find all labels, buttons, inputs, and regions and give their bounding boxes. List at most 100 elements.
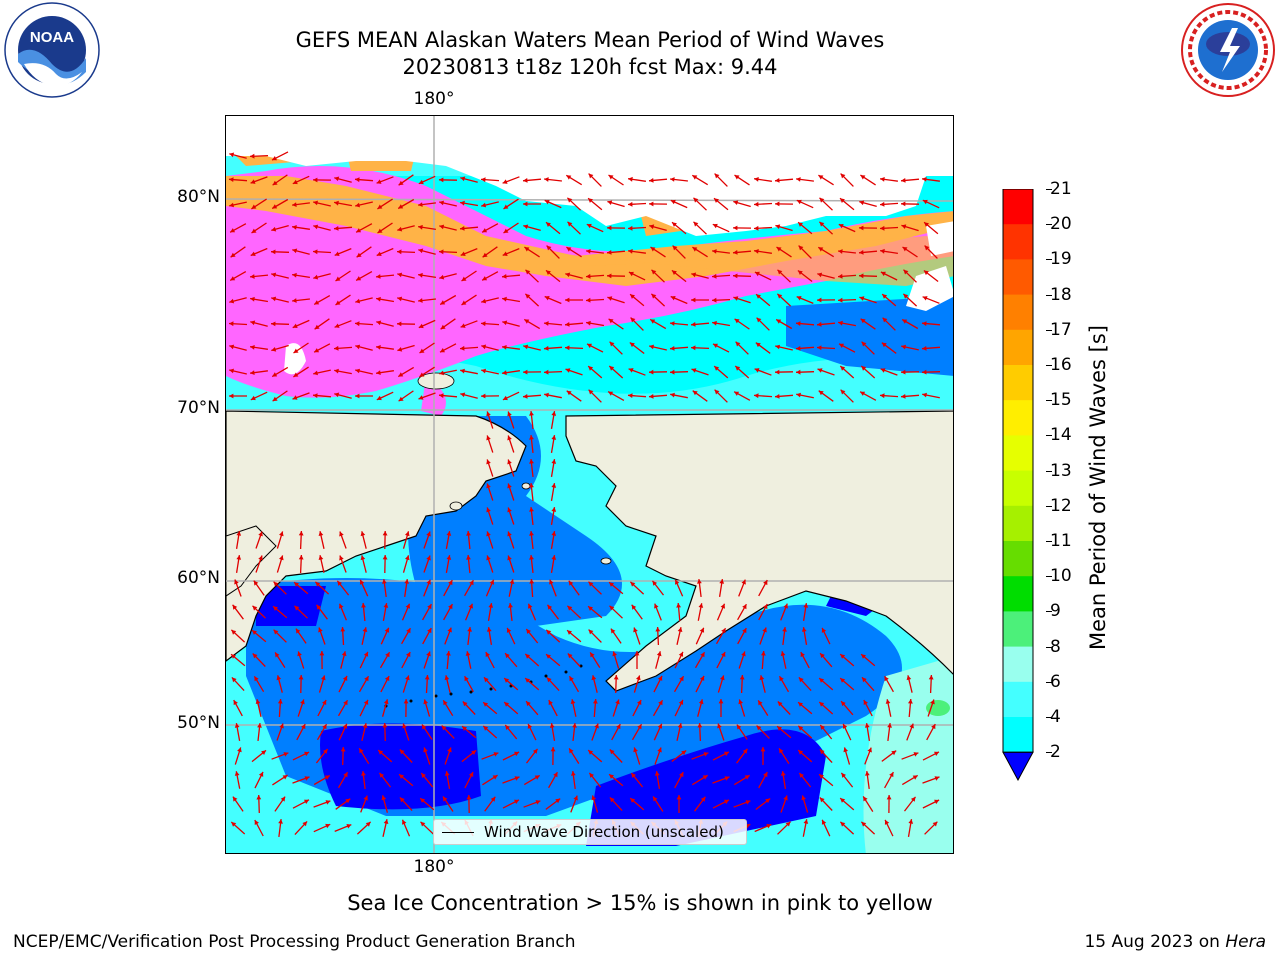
wind-wave-arrowhead: [910, 796, 916, 802]
wind-wave-arrowhead: [762, 627, 767, 633]
colorbar: [1002, 188, 1034, 782]
wind-wave-arrowhead: [525, 293, 531, 299]
colorbar-tick-mark: [1046, 294, 1052, 296]
wind-wave-arrowhead: [819, 197, 825, 203]
map-legend: Wind Wave Direction (unscaled): [433, 819, 747, 845]
wind-wave-arrowhead: [298, 675, 304, 680]
wind-wave-arrowhead: [697, 579, 702, 584]
wind-wave-arrowhead: [733, 225, 738, 231]
wind-wave-arrowhead: [271, 347, 277, 352]
wind-wave-arrowhead: [782, 627, 787, 632]
wind-wave-arrowhead: [676, 603, 681, 608]
wind-wave-arrowhead: [901, 369, 906, 375]
wind-wave-arrowhead: [882, 317, 888, 323]
wind-wave-arrowhead: [231, 677, 237, 683]
wind-wave-arrowhead: [649, 224, 655, 230]
wind-wave-arrowhead: [376, 296, 381, 302]
wind-wave-arrowhead: [420, 798, 425, 803]
wind-wave-arrowhead: [295, 628, 301, 634]
wind-wave-arrowhead: [717, 723, 722, 729]
wind-wave-arrowhead: [863, 700, 868, 705]
wind-wave-arrowhead: [801, 627, 807, 632]
wind-wave-arrowhead: [571, 771, 576, 776]
wind-wave-arrowhead: [651, 293, 657, 299]
wind-wave-arrowhead: [734, 391, 740, 396]
wind-wave-arrowhead: [502, 179, 508, 184]
wind-wave-arrowhead: [882, 294, 888, 299]
wind-wave-arrowhead: [377, 228, 383, 233]
wind-wave-arrowhead: [383, 819, 389, 824]
wind-wave-arrowhead: [229, 298, 235, 304]
colorbar-tick-mark: [1046, 329, 1052, 331]
wind-wave-arrowhead: [441, 725, 447, 731]
wind-wave-arrowhead: [691, 345, 696, 351]
wind-wave-arrowhead: [250, 274, 255, 279]
wind-wave-arrowhead: [776, 319, 782, 324]
wind-wave-arrowhead: [547, 604, 553, 610]
wind-wave-arrowhead: [840, 654, 846, 659]
wind-wave-arrowhead: [777, 293, 783, 299]
wind-wave-arrowhead: [901, 344, 906, 350]
wind-wave-arrowhead: [654, 771, 660, 776]
wind-wave-arrowhead: [439, 249, 444, 255]
wind-wave-arrowhead: [399, 749, 405, 755]
wind-wave-arrowhead: [714, 389, 720, 395]
wind-wave-arrowhead: [819, 749, 825, 755]
wind-wave-arrowhead: [250, 296, 255, 302]
wind-wave-arrowhead: [591, 675, 597, 681]
wind-wave-arrowhead: [484, 677, 489, 683]
wind-wave-arrowhead: [507, 531, 512, 537]
wind-wave-arrowhead: [334, 226, 339, 231]
wind-wave-arrowhead: [313, 370, 318, 376]
wind-wave-arrowhead: [397, 249, 402, 255]
wind-wave-arrowhead: [382, 723, 388, 728]
wind-wave-arrowhead: [546, 677, 552, 683]
footer-host: Hera: [1225, 932, 1266, 952]
wind-wave-arrowhead: [679, 676, 684, 682]
wind-wave-arrowhead: [649, 201, 654, 207]
wind-wave-arrowhead: [419, 348, 425, 353]
wind-wave-arrowhead: [508, 603, 513, 608]
wind-wave-arrowhead: [819, 774, 824, 779]
wind-wave-arrowhead: [271, 226, 277, 232]
wind-wave-arrowhead: [779, 676, 784, 682]
wind-wave-arrowhead: [693, 221, 699, 227]
wind-wave-arrowhead: [712, 297, 717, 303]
lat-label-80n: 80°N: [177, 187, 220, 207]
wind-wave-arrowhead: [670, 177, 675, 182]
wind-wave-arrowhead: [880, 271, 886, 277]
wind-wave-arrowhead: [229, 152, 235, 158]
wind-wave-arrowhead: [502, 320, 508, 326]
wind-wave-arrowhead: [481, 202, 487, 208]
wind-wave-arrowhead: [383, 699, 389, 705]
wind-wave-arrowhead: [733, 296, 739, 301]
wind-wave-arrowhead: [523, 201, 528, 207]
wind-wave-arrowhead: [714, 198, 719, 203]
wind-wave-arrowhead: [588, 750, 594, 755]
wind-wave-arrowhead: [565, 322, 570, 327]
wind-wave-arrowhead: [514, 751, 520, 757]
wind-wave-arrowhead: [355, 298, 361, 304]
wind-wave-arrowhead: [546, 245, 552, 251]
wind-wave-arrowhead: [588, 366, 594, 371]
wind-wave-arrowhead: [514, 799, 519, 804]
wind-wave-arrowhead: [481, 368, 486, 374]
wind-wave-arrowhead: [796, 296, 802, 301]
wind-wave-arrowhead: [720, 603, 725, 609]
wind-wave-arrowhead: [507, 411, 512, 417]
wind-wave-arrowhead: [741, 651, 746, 657]
wind-wave-arrowhead: [252, 605, 258, 611]
wind-wave-arrowhead: [398, 372, 404, 377]
colorbar-tick-mark: [1046, 189, 1052, 190]
wind-wave-arrowhead: [355, 321, 360, 327]
wind-wave-arrowhead: [609, 341, 615, 347]
wind-wave-arrowhead: [402, 723, 407, 729]
wind-wave-arrowhead: [313, 200, 318, 206]
wind-wave-arrowhead: [798, 750, 804, 755]
wind-wave-arrowhead: [447, 627, 452, 633]
wind-wave-arrowhead: [819, 702, 825, 707]
wind-wave-arrowhead: [891, 750, 897, 756]
wind-wave-arrowhead: [359, 579, 365, 585]
wind-wave-arrowhead: [255, 699, 261, 704]
wind-wave-arrowhead: [934, 799, 940, 805]
